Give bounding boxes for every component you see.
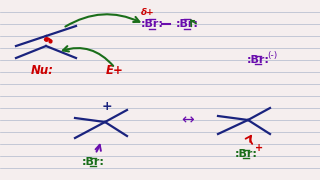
- Text: :Br:: :Br:: [82, 157, 104, 167]
- Text: :Br:: :Br:: [140, 19, 164, 29]
- Text: :Br:: :Br:: [235, 149, 257, 159]
- Text: (-): (-): [267, 51, 277, 60]
- Text: Nu:: Nu:: [30, 64, 53, 76]
- Text: δ+: δ+: [141, 8, 155, 17]
- Text: E+: E+: [106, 64, 124, 76]
- Text: +: +: [102, 100, 112, 112]
- Text: ↔: ↔: [182, 112, 194, 127]
- Text: +: +: [255, 143, 263, 153]
- Text: :Br:: :Br:: [176, 19, 198, 29]
- Text: :Br:: :Br:: [247, 55, 269, 65]
